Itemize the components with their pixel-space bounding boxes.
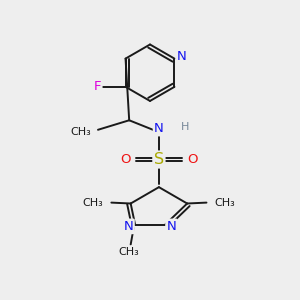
Text: O: O [120, 153, 131, 166]
Text: H: H [181, 122, 189, 132]
Text: S: S [154, 152, 164, 167]
Text: N: N [154, 122, 164, 135]
Text: CH₃: CH₃ [82, 199, 103, 208]
Text: N: N [124, 220, 134, 233]
Text: N: N [167, 220, 176, 233]
Text: N: N [177, 50, 187, 63]
Text: F: F [94, 80, 101, 93]
Text: CH₃: CH₃ [70, 127, 91, 137]
Text: CH₃: CH₃ [215, 199, 236, 208]
Text: CH₃: CH₃ [119, 247, 140, 257]
Text: O: O [187, 153, 197, 166]
